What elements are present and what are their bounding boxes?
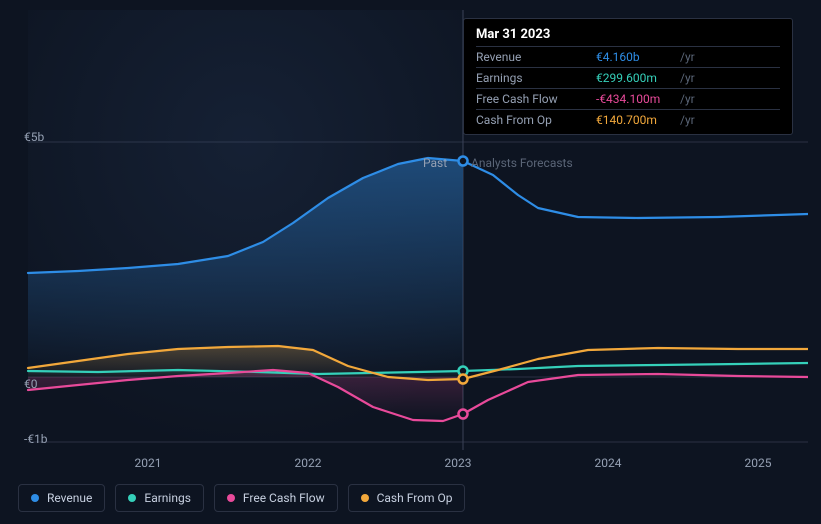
x-axis-label: 2023	[445, 456, 472, 470]
tooltip-row-value: -€434.100m	[596, 92, 676, 106]
legend-item-label: Cash From Op	[377, 491, 453, 505]
tooltip-row-unit: /yr	[680, 113, 695, 127]
legend-dot-icon	[128, 494, 136, 502]
chart-legend: Revenue Earnings Free Cash Flow Cash From O…	[18, 484, 465, 512]
forecasts-label: Analysts Forecasts	[471, 156, 573, 170]
tooltip-row-label: Revenue	[476, 50, 596, 64]
past-label: Past	[423, 156, 447, 170]
legend-item-label: Earnings	[144, 491, 191, 505]
x-axis-label: 2024	[595, 456, 622, 470]
legend-item-label: Revenue	[47, 491, 92, 505]
legend-dot-icon	[31, 494, 39, 502]
x-axis-label: 2021	[135, 456, 162, 470]
tooltip-row: Cash From Op€140.700m/yr	[476, 109, 780, 130]
y-axis-label: €0	[24, 377, 38, 391]
x-axis-label: 2025	[745, 456, 772, 470]
y-axis-label: -€1b	[24, 432, 48, 446]
tooltip-row-label: Free Cash Flow	[476, 92, 596, 106]
tooltip-row: Earnings€299.600m/yr	[476, 67, 780, 88]
tooltip-row-value: €299.600m	[596, 71, 676, 85]
tooltip-date: Mar 31 2023	[476, 27, 780, 42]
tooltip-row: Free Cash Flow-€434.100m/yr	[476, 88, 780, 109]
tooltip-row-unit: /yr	[680, 50, 695, 64]
legend-dot-icon	[227, 494, 235, 502]
tooltip-row-value: €4.160b	[596, 50, 676, 64]
tooltip-row: Revenue€4.160b/yr	[476, 46, 780, 67]
tooltip-row-value: €140.700m	[596, 113, 676, 127]
tooltip-row-unit: /yr	[680, 71, 695, 85]
legend-item-cash-from-op[interactable]: Cash From Op	[348, 484, 466, 512]
y-axis-label: €5b	[24, 130, 44, 144]
legend-item-earnings[interactable]: Earnings	[115, 484, 204, 512]
tooltip-row-label: Earnings	[476, 71, 596, 85]
tooltip-row-unit: /yr	[680, 92, 695, 106]
legend-item-label: Free Cash Flow	[243, 491, 325, 505]
legend-item-revenue[interactable]: Revenue	[18, 484, 105, 512]
chart-tooltip: Mar 31 2023 Revenue€4.160b/yrEarnings€29…	[463, 18, 793, 135]
legend-item-free-cash-flow[interactable]: Free Cash Flow	[214, 484, 338, 512]
x-axis-label: 2022	[295, 456, 322, 470]
tooltip-row-label: Cash From Op	[476, 113, 596, 127]
legend-dot-icon	[361, 494, 369, 502]
